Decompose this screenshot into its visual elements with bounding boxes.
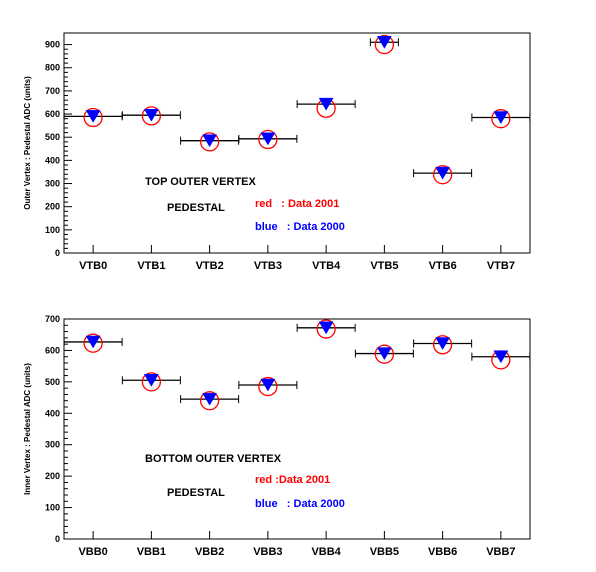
top-y-tick-label: 300 <box>45 179 60 189</box>
bottom-point-2000 <box>376 347 392 361</box>
bottom-y-tick-label: 700 <box>45 314 60 324</box>
bottom-x-axis: VBB0 VBB1 VBB2 VBB3 VBB4 VBB5 VBB6 VBB7 <box>78 531 516 558</box>
bottom-point-2001 <box>83 333 103 353</box>
top-plot-frame <box>63 32 531 254</box>
top-point-2000 <box>143 108 159 122</box>
top-point-2000 <box>493 111 509 125</box>
bottom-point-2000 <box>435 337 451 351</box>
bottom-point-2000 <box>85 335 101 349</box>
top-y-tick-label: 0 <box>55 248 60 258</box>
top-point-2001 <box>258 129 278 150</box>
top-y-axis-label: Outer Vertex : Pedestal ADC (units) <box>23 76 32 210</box>
top-point-2001 <box>141 106 162 126</box>
top-y-tick-label: 500 <box>45 132 60 142</box>
bottom-y-tick-label: 300 <box>45 440 60 450</box>
bottom-x-category-label: VBB5 <box>370 546 399 558</box>
bottom-y-tick-label: 400 <box>45 408 60 418</box>
bottom-point-2001 <box>432 335 453 355</box>
top-data-marks <box>63 34 531 185</box>
bottom-plot-frame <box>63 318 531 540</box>
top-y-tick-label: 900 <box>45 40 60 50</box>
top-point-2001 <box>491 109 511 129</box>
top-annotation-pedestal: PEDESTAL <box>167 202 225 214</box>
bottom-x-category-label: VBB6 <box>428 546 457 558</box>
bottom-y-tick-label: 0 <box>55 534 60 544</box>
bottom-y-tick-label: 100 <box>45 503 60 513</box>
top-point-2000 <box>202 134 218 148</box>
top-point-2001 <box>374 34 395 55</box>
top-legend-red: red : Data 2001 <box>255 198 339 210</box>
top-y-tick-label: 100 <box>45 225 60 235</box>
top-annotation-title: TOP OUTER VERTEX <box>145 176 257 188</box>
bottom-y-tick-label: 500 <box>45 377 60 387</box>
bottom-y-tick-label: 200 <box>45 471 60 481</box>
bottom-annotation-title: BOTTOM OUTER VERTEX <box>145 453 282 465</box>
bottom-y-axis: 0 100 200 300 400 500 600 700 <box>45 314 72 544</box>
top-point-2000 <box>260 132 276 146</box>
bottom-point-2000 <box>143 374 159 387</box>
top-chart: Outer Vertex : Pedestal ADC (units) 0 100… <box>23 32 531 272</box>
top-x-axis: VTB0 VTB1 VTB2 VTB3 VTB4 VTB5 VTB6 VTB7 <box>79 245 515 272</box>
bottom-point-2000 <box>493 350 509 364</box>
bottom-point-2001 <box>199 391 220 411</box>
top-y-axis: 0 100 200 300 400 500 600 700 800 900 <box>45 40 72 258</box>
top-y-tick-label: 400 <box>45 155 60 165</box>
bottom-y-tick-label: 600 <box>45 345 60 355</box>
top-x-category-label: VTB0 <box>79 260 107 272</box>
top-y-tick-label: 600 <box>45 109 60 119</box>
bottom-x-category-label: VBB7 <box>486 546 515 558</box>
top-point-2000 <box>318 97 334 111</box>
top-point-2001 <box>83 107 103 128</box>
bottom-legend-red: red :Data 2001 <box>255 474 330 486</box>
bottom-point-2000 <box>318 321 334 335</box>
top-point-2001 <box>199 132 220 152</box>
top-point-2001 <box>432 165 453 185</box>
bottom-y-axis-label: Inner Vertex : Pedestal ADC (units) <box>23 363 32 495</box>
bottom-chart: Inner Vertex : Pedestal ADC (units) 0 100… <box>23 314 531 558</box>
top-y-tick-label: 800 <box>45 63 60 73</box>
top-point-2000 <box>85 110 101 123</box>
bottom-point-2000 <box>202 392 218 406</box>
bottom-annotation-pedestal: PEDESTAL <box>167 487 225 499</box>
bottom-x-category-label: VBB4 <box>311 546 341 558</box>
top-point-2000 <box>435 166 451 180</box>
bottom-point-2001 <box>258 376 278 397</box>
bottom-point-2001 <box>374 344 395 364</box>
top-y-tick-label: 200 <box>45 202 60 212</box>
bottom-data-marks <box>63 319 531 411</box>
top-point-2000 <box>376 36 392 49</box>
top-legend-blue: blue : Data 2000 <box>255 221 345 233</box>
bottom-point-2000 <box>260 378 276 392</box>
top-x-category-label: VTB3 <box>254 260 282 272</box>
bottom-point-2001 <box>141 372 162 392</box>
top-x-category-label: VTB1 <box>137 260 165 272</box>
bottom-legend-blue: blue : Data 2000 <box>255 498 345 510</box>
top-x-category-label: VTB7 <box>487 260 515 272</box>
top-x-category-label: VTB4 <box>312 260 341 272</box>
bottom-x-category-label: VBB2 <box>195 546 224 558</box>
top-x-category-label: VTB2 <box>196 260 224 272</box>
top-x-category-label: VTB6 <box>429 260 457 272</box>
top-x-category-label: VTB5 <box>370 260 398 272</box>
bottom-x-category-label: VBB3 <box>253 546 282 558</box>
bottom-x-category-label: VBB0 <box>78 546 107 558</box>
bottom-x-category-label: VBB1 <box>137 546 166 558</box>
top-y-tick-label: 700 <box>45 86 60 96</box>
bottom-point-2001 <box>316 319 336 339</box>
